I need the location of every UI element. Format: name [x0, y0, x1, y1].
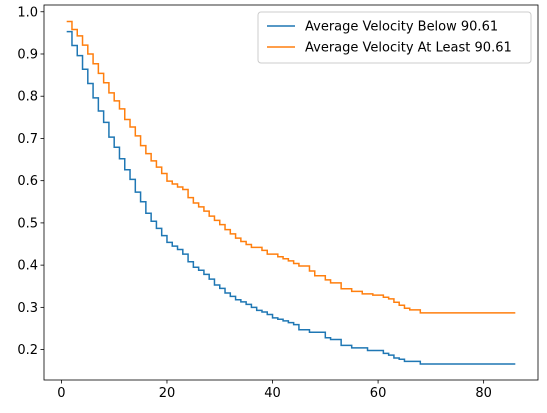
- y-tick-label: 0.5: [17, 216, 38, 231]
- y-tick-label: 0.8: [17, 90, 38, 105]
- x-tick-label: 20: [159, 386, 176, 401]
- y-tick-label: 0.2: [17, 343, 38, 358]
- legend: Average Velocity Below 90.61 Average Velo…: [257, 11, 532, 64]
- y-tick-label: 0.3: [17, 301, 38, 316]
- legend-label-2: Average Velocity At Least 90.61: [305, 41, 512, 56]
- series-line-2: [66, 20, 516, 314]
- y-tick-label: 0.7: [17, 132, 38, 147]
- x-tick-label: 60: [370, 386, 387, 401]
- y-tick-label: 0.6: [17, 174, 38, 189]
- y-tick-label: 1.0: [17, 5, 38, 20]
- axes-layer: 0 20 40 60 80 0.2 0.3 0.4 0.5 0.6 0.7 0.8 0.9 1.0: [17, 4, 539, 401]
- legend-label-1: Average Velocity Below 90.61: [305, 20, 498, 35]
- legend-box: [257, 11, 532, 64]
- x-tick-label: 0: [57, 386, 65, 401]
- plot-background: [44, 5, 538, 380]
- series-line-1: [66, 30, 516, 365]
- x-tick-label: 40: [264, 386, 281, 401]
- y-tick-label: 0.4: [17, 259, 38, 274]
- y-tick-label: 0.9: [17, 47, 38, 62]
- plot-area: [44, 5, 538, 380]
- x-tick-label: 80: [475, 386, 492, 401]
- axes-frame: [43, 4, 539, 381]
- series-layer: [66, 20, 516, 365]
